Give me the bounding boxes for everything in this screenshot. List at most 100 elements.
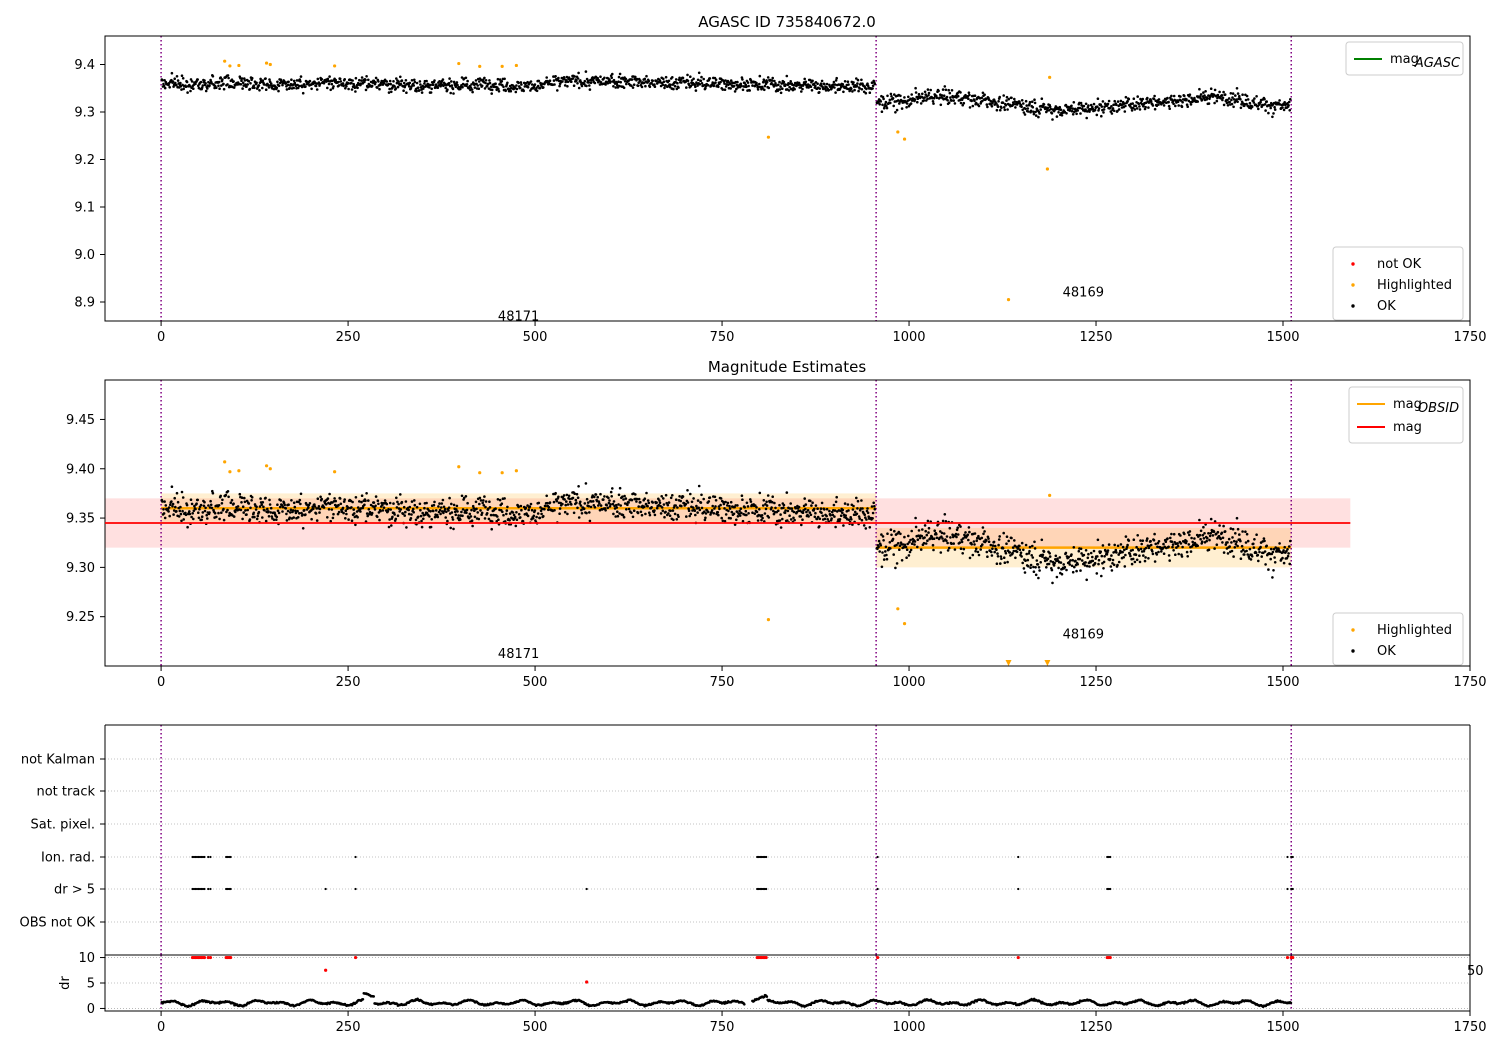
ok-point bbox=[1025, 552, 1028, 556]
ok-point bbox=[571, 77, 575, 80]
ok-point bbox=[260, 503, 264, 507]
ok-point bbox=[1168, 559, 1171, 562]
ok-point bbox=[1029, 109, 1033, 113]
ok-point bbox=[1252, 546, 1256, 549]
ok-point bbox=[1003, 561, 1007, 564]
ok-point bbox=[267, 86, 271, 89]
ok-point bbox=[1207, 532, 1210, 535]
legend-marker bbox=[1351, 628, 1355, 632]
ok-point bbox=[1147, 106, 1150, 109]
ok-point bbox=[277, 511, 281, 515]
ok-point bbox=[194, 507, 197, 511]
ok-point bbox=[441, 78, 445, 81]
ok-point bbox=[449, 526, 453, 530]
ok-point bbox=[242, 511, 245, 514]
ok-point bbox=[773, 79, 776, 83]
ok-point bbox=[1213, 520, 1217, 523]
ok-point bbox=[175, 83, 178, 87]
ok-point bbox=[728, 507, 732, 510]
ok-point bbox=[803, 497, 806, 500]
ok-point bbox=[484, 505, 487, 509]
flag-point bbox=[203, 855, 206, 859]
highlighted-point bbox=[333, 64, 337, 68]
ok-point bbox=[243, 79, 247, 82]
highlighted-point bbox=[228, 470, 232, 474]
ok-point bbox=[749, 498, 752, 501]
ok-point bbox=[387, 91, 391, 94]
ok-point bbox=[924, 542, 928, 545]
ok-point bbox=[547, 505, 551, 509]
ok-point bbox=[476, 511, 480, 514]
ok-point bbox=[513, 515, 517, 519]
ok-point bbox=[611, 502, 615, 506]
ok-point bbox=[524, 506, 528, 510]
ok-point bbox=[952, 99, 955, 102]
ok-point bbox=[167, 506, 171, 509]
ok-point bbox=[707, 500, 711, 503]
ok-point bbox=[1193, 96, 1196, 100]
ok-point bbox=[390, 524, 393, 527]
ok-point bbox=[1010, 96, 1013, 100]
ok-point bbox=[1208, 538, 1211, 542]
ok-point bbox=[927, 91, 931, 95]
ok-point bbox=[1116, 100, 1120, 103]
ok-point bbox=[926, 539, 929, 542]
ok-point bbox=[1236, 92, 1240, 95]
ok-point bbox=[314, 84, 318, 88]
ok-point bbox=[655, 501, 658, 504]
ok-point bbox=[648, 513, 652, 517]
ok-point bbox=[1142, 549, 1146, 553]
ok-point bbox=[419, 508, 422, 512]
ok-point bbox=[1116, 563, 1119, 567]
ok-point bbox=[283, 503, 287, 507]
ok-point bbox=[1002, 94, 1005, 97]
ok-point bbox=[483, 76, 486, 80]
ok-point bbox=[749, 500, 753, 503]
ok-point bbox=[276, 509, 280, 513]
ok-point bbox=[350, 519, 354, 522]
ok-point bbox=[897, 530, 901, 534]
ok-point bbox=[667, 79, 671, 83]
ok-point bbox=[1231, 92, 1235, 95]
ok-point bbox=[1187, 543, 1191, 546]
ok-point bbox=[894, 111, 897, 114]
ok-point bbox=[418, 80, 422, 83]
ok-point bbox=[932, 548, 935, 552]
ok-point bbox=[782, 506, 785, 510]
ok-point bbox=[163, 86, 167, 90]
ok-point bbox=[1039, 561, 1042, 564]
ok-point bbox=[243, 500, 247, 504]
ok-point bbox=[764, 507, 768, 511]
ok-point bbox=[841, 511, 844, 514]
ok-point bbox=[1157, 98, 1161, 101]
ok-point bbox=[821, 514, 824, 518]
ok-point bbox=[708, 77, 712, 80]
ok-point bbox=[1073, 565, 1076, 569]
ok-point bbox=[942, 94, 946, 97]
ok-point bbox=[739, 507, 743, 511]
y-tick-label: 9.3 bbox=[74, 106, 95, 121]
ok-point bbox=[924, 529, 927, 533]
ok-point bbox=[249, 506, 252, 510]
ok-point bbox=[1070, 553, 1073, 556]
ok-point bbox=[710, 509, 714, 512]
ok-point bbox=[726, 501, 730, 505]
ok-point bbox=[433, 500, 436, 504]
ok-point bbox=[537, 501, 541, 505]
ok-point bbox=[1162, 552, 1166, 555]
ok-point bbox=[1110, 105, 1113, 108]
ok-point bbox=[1234, 532, 1237, 535]
ok-point bbox=[290, 78, 293, 81]
ok-point bbox=[614, 503, 618, 507]
ok-point bbox=[605, 503, 608, 507]
ok-point bbox=[695, 504, 698, 508]
ok-point bbox=[1087, 104, 1090, 107]
ok-point bbox=[317, 505, 321, 508]
highlighted-point bbox=[500, 64, 504, 68]
ok-point bbox=[503, 77, 506, 81]
ok-point bbox=[341, 506, 345, 510]
ok-point bbox=[1032, 110, 1035, 114]
ok-point bbox=[250, 499, 253, 502]
ok-point bbox=[838, 518, 842, 521]
